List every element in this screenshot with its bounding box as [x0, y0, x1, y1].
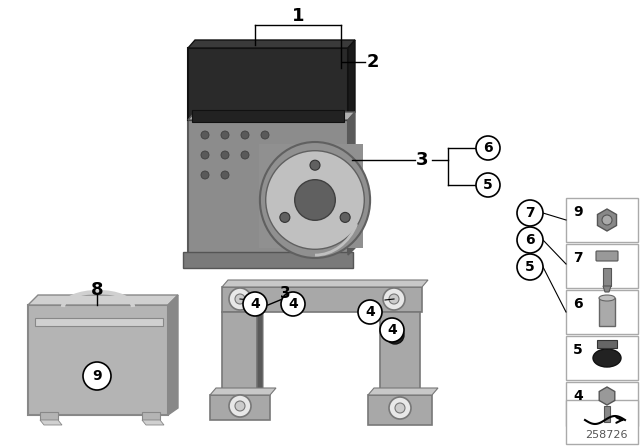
Circle shape: [476, 173, 500, 197]
FancyBboxPatch shape: [192, 110, 344, 122]
Circle shape: [476, 136, 500, 160]
FancyBboxPatch shape: [142, 412, 160, 420]
FancyBboxPatch shape: [603, 268, 611, 286]
FancyBboxPatch shape: [596, 251, 618, 261]
Circle shape: [229, 288, 251, 310]
FancyBboxPatch shape: [566, 290, 638, 334]
Circle shape: [221, 131, 229, 139]
FancyBboxPatch shape: [566, 400, 638, 444]
FancyBboxPatch shape: [604, 406, 610, 422]
Ellipse shape: [260, 142, 370, 258]
Text: 258726: 258726: [586, 430, 628, 440]
Polygon shape: [599, 387, 615, 405]
FancyBboxPatch shape: [566, 382, 638, 426]
FancyBboxPatch shape: [599, 298, 615, 326]
Text: 4: 4: [365, 305, 375, 319]
Text: 6: 6: [573, 297, 582, 311]
Text: 9: 9: [573, 205, 582, 219]
Text: 8: 8: [91, 281, 103, 299]
Polygon shape: [222, 280, 428, 287]
Circle shape: [389, 294, 399, 304]
Circle shape: [235, 294, 245, 304]
Text: 4: 4: [288, 297, 298, 311]
Text: 6: 6: [483, 141, 493, 155]
Polygon shape: [222, 287, 422, 312]
Text: 5: 5: [525, 260, 535, 274]
Text: 4: 4: [250, 297, 260, 311]
Circle shape: [241, 131, 249, 139]
Polygon shape: [348, 40, 355, 120]
Circle shape: [229, 395, 251, 417]
Text: 3: 3: [416, 151, 428, 169]
Polygon shape: [28, 295, 178, 305]
Circle shape: [83, 362, 111, 390]
Circle shape: [517, 227, 543, 253]
Circle shape: [281, 292, 305, 316]
Circle shape: [201, 151, 209, 159]
FancyBboxPatch shape: [40, 412, 58, 420]
Polygon shape: [183, 252, 353, 268]
Polygon shape: [188, 120, 348, 255]
Circle shape: [310, 160, 320, 170]
Polygon shape: [142, 420, 164, 425]
Text: 4: 4: [573, 389, 583, 403]
Polygon shape: [603, 286, 611, 292]
Text: 3: 3: [280, 287, 291, 302]
Circle shape: [340, 212, 350, 222]
Circle shape: [241, 151, 249, 159]
Polygon shape: [40, 420, 62, 425]
Polygon shape: [210, 388, 276, 395]
Text: 5: 5: [573, 343, 583, 357]
Circle shape: [266, 151, 364, 249]
Text: 9: 9: [92, 369, 102, 383]
Circle shape: [389, 397, 411, 419]
Text: 1: 1: [292, 7, 304, 25]
Polygon shape: [368, 388, 438, 395]
Circle shape: [358, 300, 382, 324]
Polygon shape: [257, 305, 263, 400]
Polygon shape: [188, 112, 355, 120]
Text: 5: 5: [483, 178, 493, 192]
Circle shape: [383, 288, 405, 310]
Circle shape: [201, 131, 209, 139]
Circle shape: [517, 200, 543, 226]
Circle shape: [602, 215, 612, 225]
Text: 7: 7: [573, 251, 582, 265]
Text: 2: 2: [367, 53, 380, 71]
Circle shape: [380, 318, 404, 342]
Circle shape: [294, 180, 335, 220]
FancyBboxPatch shape: [597, 340, 617, 348]
FancyBboxPatch shape: [566, 244, 638, 288]
Ellipse shape: [599, 295, 615, 301]
Circle shape: [517, 254, 543, 280]
Polygon shape: [598, 209, 616, 231]
Circle shape: [235, 401, 245, 411]
Polygon shape: [222, 312, 257, 400]
Circle shape: [243, 292, 267, 316]
Text: 4: 4: [387, 323, 397, 337]
Polygon shape: [368, 395, 432, 425]
Text: 6: 6: [525, 233, 535, 247]
Polygon shape: [168, 295, 178, 415]
Circle shape: [261, 131, 269, 139]
Circle shape: [221, 171, 229, 179]
Polygon shape: [348, 112, 355, 255]
Polygon shape: [380, 312, 420, 400]
Polygon shape: [28, 305, 168, 415]
Text: 7: 7: [525, 206, 535, 220]
Circle shape: [395, 403, 405, 413]
Circle shape: [221, 151, 229, 159]
FancyBboxPatch shape: [35, 318, 163, 326]
Circle shape: [201, 171, 209, 179]
Ellipse shape: [593, 349, 621, 367]
Polygon shape: [188, 40, 355, 48]
Circle shape: [386, 326, 404, 344]
FancyBboxPatch shape: [259, 144, 364, 248]
Polygon shape: [210, 395, 270, 420]
FancyBboxPatch shape: [566, 198, 638, 242]
FancyBboxPatch shape: [566, 336, 638, 380]
Polygon shape: [188, 48, 348, 120]
Circle shape: [280, 212, 290, 222]
